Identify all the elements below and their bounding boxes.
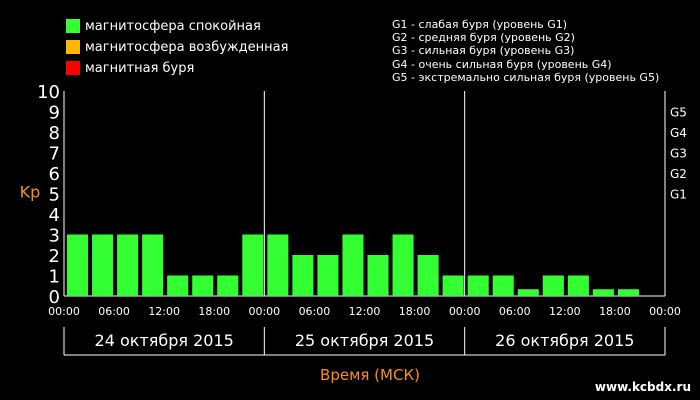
storm-level-g3: G3 - сильная буря (уровень G3) — [392, 44, 575, 58]
legend-swatch-green — [66, 19, 80, 33]
legend-label: магнитосфера возбужденная — [85, 39, 289, 55]
kp-bar — [367, 255, 389, 296]
storm-level-list: G1 - слабая буря (уровень G1) G2 - средн… — [392, 18, 659, 84]
y-tick-label: 0 — [49, 287, 60, 308]
x-axis-title: Время (МСК) — [320, 366, 420, 384]
kp-bar — [567, 275, 589, 296]
x-tick-label: 06:00 — [299, 305, 331, 318]
kp-bar — [492, 275, 514, 296]
kp-bar — [67, 234, 89, 296]
kp-bar — [392, 234, 414, 296]
kp-bar — [467, 275, 489, 296]
x-tick-label: 06:00 — [98, 305, 130, 318]
x-tick-label: 00:00 — [449, 305, 481, 318]
kp-bar — [267, 234, 289, 296]
y-tick-label: 2 — [49, 246, 60, 267]
x-tick-label: 00:00 — [48, 305, 80, 318]
storm-scale-label: G5 — [670, 106, 687, 120]
y-axis-title: Kp — [20, 183, 41, 202]
storm-scale-label: G4 — [670, 126, 687, 140]
kp-bar — [442, 275, 464, 296]
kp-bar — [92, 234, 114, 296]
storm-level-g4: G4 - очень сильная буря (уровень G4) — [392, 57, 612, 71]
x-tick-label: 12:00 — [549, 305, 581, 318]
kp-bar — [617, 289, 639, 296]
kp-bar — [517, 289, 539, 296]
kp-bar — [117, 234, 139, 296]
y-tick-label: 7 — [49, 144, 60, 165]
kp-bar — [342, 234, 364, 296]
x-tick-label: 12:00 — [349, 305, 381, 318]
x-tick-label: 12:00 — [148, 305, 180, 318]
y-tick-label: 10 — [37, 82, 60, 103]
day-label: 26 октября 2015 — [495, 331, 634, 350]
kp-bar — [317, 255, 339, 296]
kp-bar — [242, 234, 264, 296]
legend-label: магнитная буря — [85, 60, 195, 76]
y-tick-label: 1 — [49, 267, 60, 288]
x-tick-label: 18:00 — [399, 305, 431, 318]
kp-bar — [217, 275, 239, 296]
legend-swatch-red — [66, 61, 80, 75]
legend-item-excited: магнитосфера возбужденная — [66, 39, 288, 55]
day-label: 24 октября 2015 — [95, 331, 234, 350]
legend-label: магнитосфера спокойная — [85, 18, 261, 34]
kp-bar — [292, 255, 314, 296]
site-credit: www.kcbdx.ru — [594, 380, 691, 394]
day-label: 25 октября 2015 — [295, 331, 434, 350]
kp-bar — [192, 275, 214, 296]
storm-scale-label: G2 — [670, 167, 687, 181]
x-tick-label: 06:00 — [499, 305, 531, 318]
kp-bar — [592, 289, 614, 296]
kp-bar — [142, 234, 164, 296]
x-tick-label: 18:00 — [599, 305, 631, 318]
x-tick-label: 00:00 — [248, 305, 280, 318]
y-tick-label: 8 — [49, 123, 60, 144]
storm-level-g1: G1 - слабая буря (уровень G1) — [392, 18, 568, 31]
y-tick-label: 6 — [49, 164, 60, 185]
x-tick-label: 18:00 — [198, 305, 230, 318]
kp-bar — [417, 255, 439, 296]
y-tick-label: 5 — [49, 185, 60, 206]
storm-level-g2: G2 - средняя буря (уровень G2) — [392, 31, 575, 45]
y-tick-label: 9 — [49, 103, 60, 124]
x-tick-label: 00:00 — [649, 305, 681, 318]
storm-scale-label: G1 — [670, 188, 687, 202]
legend-item-quiet: магнитосфера спокойная — [66, 18, 261, 34]
y-tick-label: 4 — [49, 205, 60, 226]
storm-scale-label: G3 — [670, 147, 687, 161]
y-tick-label: 3 — [49, 226, 60, 247]
kp-bar — [542, 275, 564, 296]
legend-item-storm: магнитная буря — [66, 60, 194, 76]
kp-bar — [167, 275, 189, 296]
legend-swatch-orange — [66, 40, 80, 54]
storm-level-g5: G5 - экстремально сильная буря (уровень … — [392, 70, 660, 84]
